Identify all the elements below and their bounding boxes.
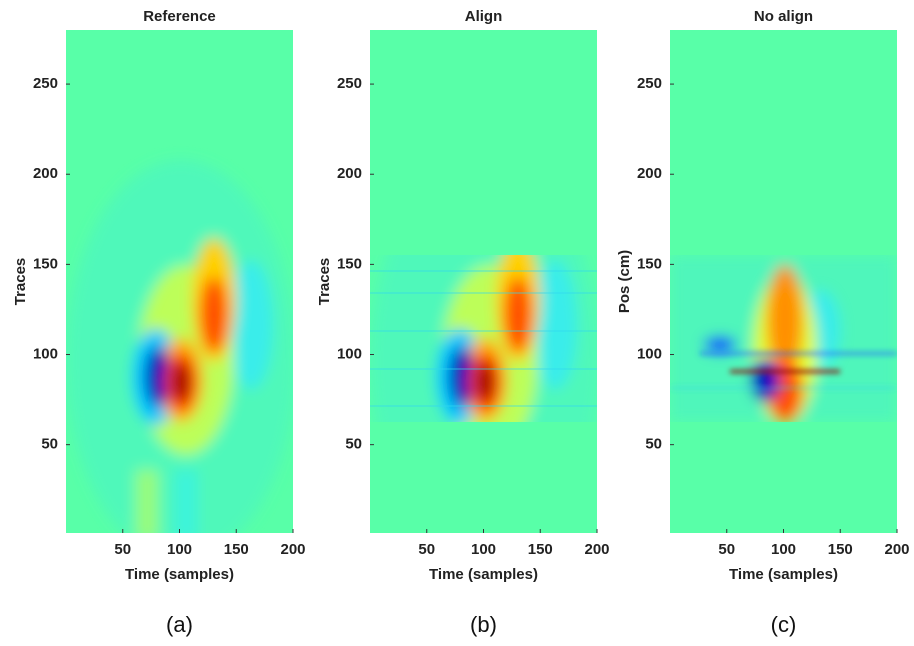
x-tick-label: 50 bbox=[718, 541, 735, 558]
y-tick-label: 250 bbox=[33, 75, 58, 92]
y-axis-label: Pos (cm) bbox=[616, 250, 633, 313]
chart-title: Reference bbox=[143, 8, 216, 25]
caption: (c) bbox=[771, 612, 797, 637]
x-axis-label: Time (samples) bbox=[125, 566, 234, 583]
x-tick-label: 200 bbox=[884, 541, 909, 558]
x-tick-label: 50 bbox=[418, 541, 435, 558]
y-tick-label: 150 bbox=[337, 255, 362, 272]
axes-layer: Reference Time (samples) Traces (a) 50 100 150… bbox=[12, 8, 910, 637]
y-tick-label: 50 bbox=[645, 436, 662, 453]
y-tick-label: 50 bbox=[41, 436, 58, 453]
y-tick-label: 100 bbox=[33, 345, 58, 362]
heatmap-image bbox=[66, 30, 293, 533]
caption: (b) bbox=[470, 612, 497, 637]
y-tick-label: 50 bbox=[345, 436, 362, 453]
y-tick-label: 200 bbox=[33, 165, 58, 182]
x-tick-label: 200 bbox=[584, 541, 609, 558]
y-tick-label: 150 bbox=[637, 255, 662, 272]
x-tick-label: 100 bbox=[167, 541, 192, 558]
y-axis-label: Traces bbox=[316, 258, 333, 306]
y-tick-label: 150 bbox=[33, 255, 58, 272]
x-tick-label: 150 bbox=[828, 541, 853, 558]
chart-title: Align bbox=[465, 8, 503, 25]
x-axis-label: Time (samples) bbox=[729, 566, 838, 583]
y-axis-label: Traces bbox=[12, 258, 29, 306]
y-tick-label: 100 bbox=[337, 345, 362, 362]
x-axis-label: Time (samples) bbox=[429, 566, 538, 583]
caption: (a) bbox=[166, 612, 193, 637]
x-tick-label: 150 bbox=[528, 541, 553, 558]
y-tick-label: 200 bbox=[337, 165, 362, 182]
chart-title: No align bbox=[754, 8, 813, 25]
x-tick-label: 100 bbox=[471, 541, 496, 558]
y-tick-label: 250 bbox=[337, 75, 362, 92]
x-tick-label: 50 bbox=[114, 541, 131, 558]
x-tick-label: 100 bbox=[771, 541, 796, 558]
x-tick-label: 150 bbox=[224, 541, 249, 558]
y-tick-label: 200 bbox=[637, 165, 662, 182]
y-tick-label: 100 bbox=[637, 345, 662, 362]
heatmap-image bbox=[370, 30, 597, 533]
x-tick-label: 200 bbox=[280, 541, 305, 558]
y-tick-label: 250 bbox=[637, 75, 662, 92]
heatmap-image bbox=[670, 30, 897, 533]
